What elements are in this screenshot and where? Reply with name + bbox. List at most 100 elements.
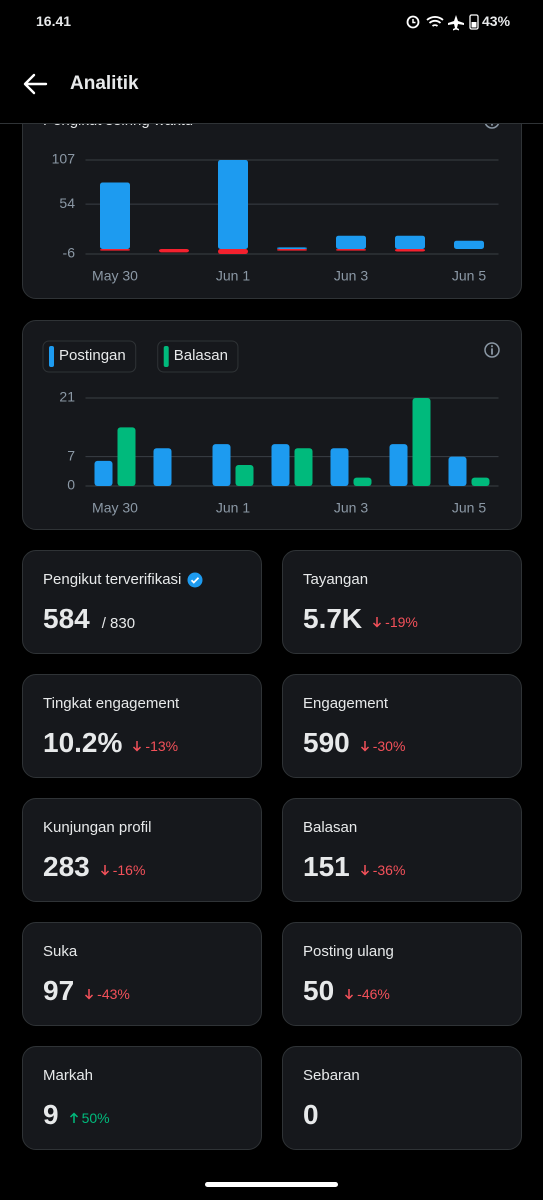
stat-change-text: -36%: [372, 862, 406, 878]
bar: [100, 182, 130, 250]
stat-value: 151: [303, 851, 350, 882]
stat-label: Sebaran: [303, 1067, 360, 1084]
y-tick-label: 54: [59, 195, 75, 211]
stat-change: -36%: [360, 862, 406, 878]
stat-change-text: -43%: [97, 986, 130, 1002]
verified-badge: [187, 572, 203, 587]
stat-card: Posting ulang 50 -46%: [282, 922, 522, 1026]
stat-label-text: Suka: [43, 943, 78, 960]
back-button[interactable]: [22, 72, 48, 96]
stat-card: Sebaran 0: [282, 1046, 522, 1150]
stat-label-text: Tayangan: [303, 571, 369, 588]
stat-row: 9 50%: [43, 1099, 110, 1131]
stat-card: Tingkat engagement 10.2% -13%: [22, 674, 262, 778]
stat-card: Tayangan 5.7K -19%: [282, 550, 522, 654]
posts-chart-card: 0 7 21 May 30 Jun 1 Jun 3 Jun 5 Postingan Balasa…: [22, 320, 522, 530]
legend-label: Postingan: [59, 347, 126, 364]
trend-arrow: [100, 865, 109, 876]
stat-label: Tayangan: [303, 571, 368, 588]
bar: [212, 444, 231, 486]
stat-change: -19%: [372, 614, 418, 630]
trend-arrow: [133, 741, 142, 752]
page-title: Analitik: [70, 73, 139, 94]
bar: [353, 477, 372, 486]
stat-value: 97: [43, 975, 75, 1006]
stat-label-text: Balasan: [303, 819, 358, 836]
stat-label-text: Kunjungan profil: [43, 819, 152, 836]
stat-total: / 830: [101, 615, 136, 632]
battery-level: 43%: [482, 13, 511, 29]
x-tick-label: Jun 1: [216, 268, 250, 284]
stat-change-text: -13%: [145, 738, 179, 754]
bar: [330, 448, 349, 486]
bar: [235, 465, 254, 486]
stat-change: -13%: [132, 738, 178, 754]
stat-row: 0: [303, 1099, 319, 1131]
stat-value: 283: [43, 851, 90, 882]
stat-change-text: -46%: [357, 986, 390, 1002]
bar: [389, 444, 408, 486]
legend-label: Balasan: [174, 347, 228, 364]
stat-change: -30%: [360, 738, 406, 754]
trend-arrow: [345, 989, 354, 1000]
stat-label: Markah: [43, 1067, 93, 1084]
bar: [100, 249, 130, 251]
stat-value: 10.2%: [43, 727, 123, 758]
bar: [336, 235, 366, 250]
legend-swatch: [49, 346, 54, 367]
bar: [448, 456, 467, 486]
trend-arrow: [85, 989, 94, 1000]
stat-label: Balasan: [303, 819, 357, 836]
stat-change-text: -30%: [372, 738, 406, 754]
stat-value: 9: [43, 1099, 59, 1130]
bar: [277, 247, 307, 250]
stat-value: 584: [43, 603, 90, 634]
legend-item[interactable]: [42, 340, 137, 373]
stat-row: 50 -46%: [303, 975, 390, 1007]
x-tick-label: May 30: [92, 268, 138, 284]
stat-row: 590 -30%: [303, 727, 405, 759]
y-tick-label: -6: [63, 245, 76, 261]
legend-item[interactable]: [157, 340, 239, 373]
y-tick-label: 107: [52, 151, 76, 167]
stat-card: Engagement 590 -30%: [282, 674, 522, 778]
bar: [159, 249, 189, 253]
x-tick-label: Jun 5: [452, 500, 486, 516]
x-tick-label: Jun 3: [334, 500, 368, 516]
bar: [336, 249, 366, 251]
stat-value: 50: [303, 975, 335, 1006]
stat-change: -43%: [84, 986, 130, 1002]
stat-label: Suka: [43, 943, 77, 960]
trend-arrow: [360, 865, 369, 876]
stat-label-text: Tingkat engagement: [43, 695, 180, 712]
stat-row: 283 -16%: [43, 851, 145, 883]
bar: [94, 460, 113, 486]
bar: [117, 427, 136, 486]
stat-card: Balasan 151 -36%: [282, 798, 522, 902]
stat-value: 0: [303, 1099, 319, 1130]
x-tick-label: Jun 3: [334, 268, 368, 284]
bar: [271, 444, 290, 486]
bar: [395, 235, 425, 250]
stat-row: 151 -36%: [303, 851, 405, 883]
bar: [218, 249, 248, 254]
home-indicator: [205, 1182, 338, 1187]
stat-label: Pengikut terverifikasi: [43, 571, 203, 588]
info-icon[interactable]: [484, 342, 500, 358]
bar: [412, 398, 431, 486]
stat-row: 5.7K -19%: [303, 603, 418, 635]
stat-change-text: -16%: [112, 862, 146, 878]
stat-label: Tingkat engagement: [43, 695, 179, 712]
stat-label-text: Posting ulang: [303, 943, 394, 960]
stat-label: Posting ulang: [303, 943, 394, 960]
stat-label-text: Engagement: [303, 695, 389, 712]
stat-change: 50%: [69, 1110, 110, 1126]
stat-value: 5.7K: [303, 603, 363, 634]
stat-change: -16%: [100, 862, 146, 878]
status-time: 16.41: [36, 13, 72, 29]
stat-label-text: Sebaran: [303, 1067, 360, 1084]
stat-card: Markah 9 50%: [22, 1046, 262, 1150]
trend-arrow: [69, 1112, 78, 1123]
bar: [277, 249, 307, 251]
